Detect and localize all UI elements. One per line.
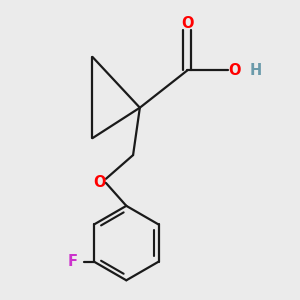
Text: H: H xyxy=(250,63,262,78)
Text: F: F xyxy=(68,254,78,269)
Text: O: O xyxy=(93,175,106,190)
Text: O: O xyxy=(228,63,241,78)
Text: O: O xyxy=(181,16,194,31)
